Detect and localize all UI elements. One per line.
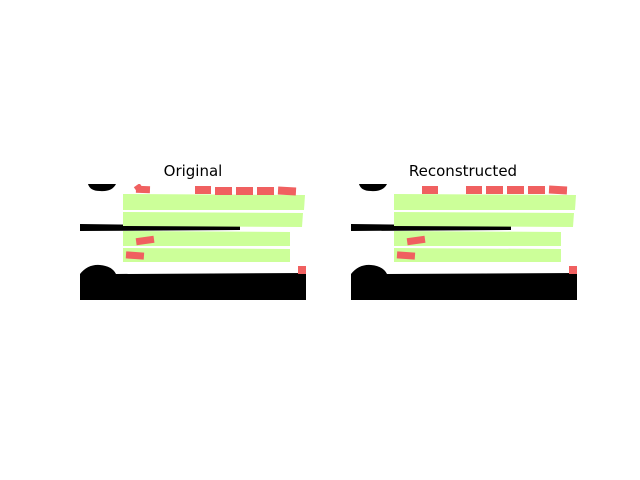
red-region [548,185,568,195]
green-region [394,231,561,246]
red-region [528,186,545,194]
red-region [257,187,274,195]
red-region [396,251,416,260]
black-region [88,184,116,192]
black-region [359,184,387,192]
green-region [123,194,305,210]
red-region [135,235,155,246]
red-region [486,186,503,194]
panel-title-original: Original [163,162,223,180]
original-segmentation-image [80,184,306,300]
red-region [298,266,306,274]
green-region [394,194,576,210]
black-region [80,264,306,300]
green-region [123,212,303,227]
red-region [215,187,232,195]
green-region [394,212,574,227]
green-region [123,231,290,246]
red-region [466,186,482,194]
panel-title-reconstructed: Reconstructed [408,162,518,180]
reconstructed-segmentation-image [351,184,577,300]
red-region [422,186,438,194]
red-region [569,266,577,274]
red-region [133,184,143,193]
red-region [406,235,426,246]
red-region [236,187,253,195]
green-region [394,248,561,262]
red-region [195,186,211,194]
green-region [123,248,290,262]
red-region [507,186,524,194]
black-region [351,264,577,300]
red-region [125,251,145,260]
red-region [277,186,297,196]
